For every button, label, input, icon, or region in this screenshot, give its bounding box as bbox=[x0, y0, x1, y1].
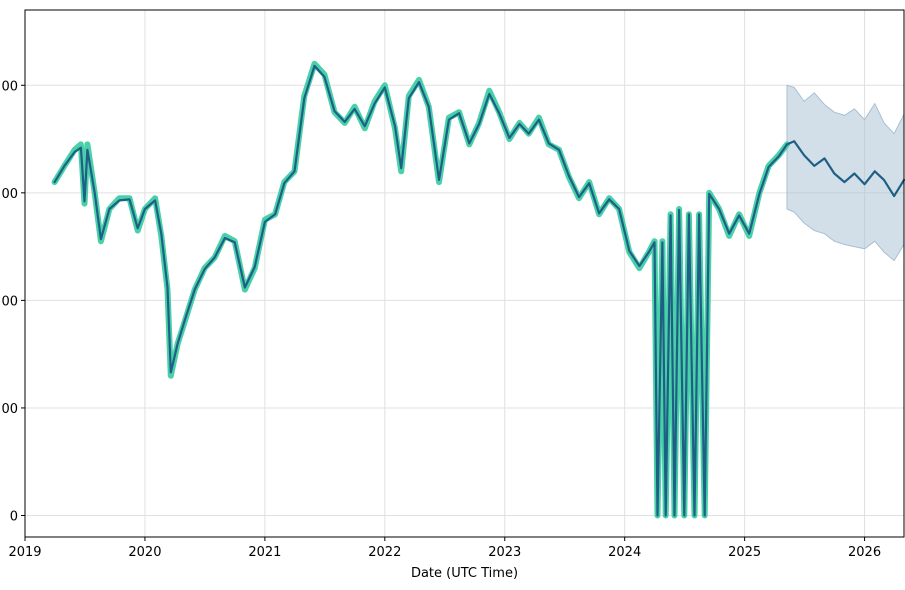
confidence-band-layer bbox=[786, 84, 905, 262]
confidence-band bbox=[786, 84, 905, 262]
y-tick-label: 00 bbox=[1, 187, 18, 202]
x-tick-label: 2024 bbox=[608, 545, 641, 560]
y-tick-label: 00 bbox=[1, 402, 18, 417]
forecast-series-line bbox=[785, 140, 905, 198]
x-tick-label: 2023 bbox=[488, 545, 521, 560]
x-tick-label: 2026 bbox=[848, 545, 881, 560]
x-axis-label: Date (UTC Time) bbox=[411, 566, 518, 581]
x-tick-label: 2022 bbox=[368, 545, 401, 560]
series-layer bbox=[51, 60, 905, 519]
x-tick-label: 2025 bbox=[728, 545, 761, 560]
x-tick-label: 2021 bbox=[248, 545, 281, 560]
y-tick-label: 0 bbox=[10, 509, 18, 524]
grid-lines bbox=[24, 10, 904, 537]
predicted-series-line bbox=[53, 64, 789, 517]
plot-frame bbox=[24, 9, 905, 538]
x-axis: 2019 2020 2021 2022 2023 2024 2025 2026 bbox=[8, 537, 881, 560]
x-tick-label: 2019 bbox=[8, 545, 41, 560]
y-tick-label: 00 bbox=[1, 79, 18, 94]
y-tick-label: 00 bbox=[1, 294, 18, 309]
x-tick-label: 2020 bbox=[128, 545, 161, 560]
